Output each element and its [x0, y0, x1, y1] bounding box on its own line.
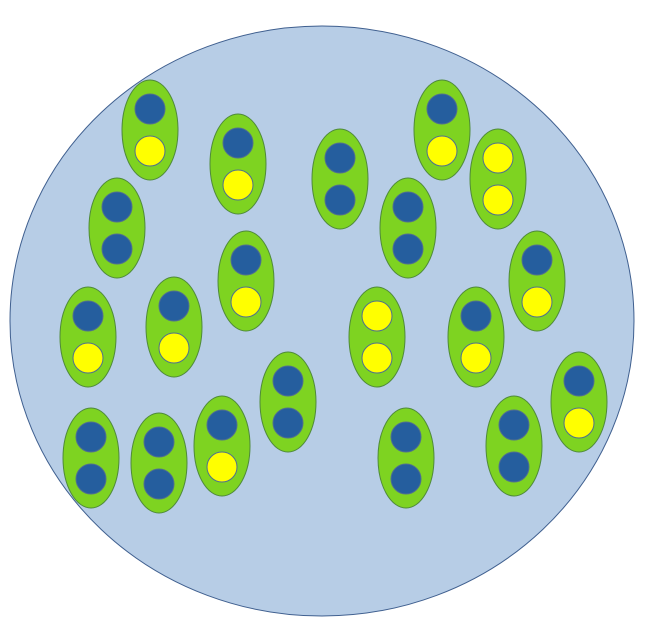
blue-dot: [158, 290, 190, 322]
blue-dot: [390, 463, 422, 495]
pair-16: [130, 412, 188, 514]
yellow-dot: [460, 342, 492, 374]
blue-dot: [324, 142, 356, 174]
blue-dot: [75, 463, 107, 495]
blue-dot: [134, 93, 166, 125]
yellow-dot: [230, 286, 262, 318]
yellow-dot: [563, 407, 595, 439]
pair-20: [550, 351, 608, 453]
yellow-dot: [206, 451, 238, 483]
blue-dot: [206, 409, 238, 441]
pair-2: [209, 113, 267, 215]
yellow-dot: [134, 135, 166, 167]
pair-8: [217, 230, 275, 332]
blue-dot: [460, 300, 492, 332]
yellow-dot: [482, 184, 514, 216]
pair-3: [311, 128, 369, 230]
pair-17: [193, 395, 251, 497]
blue-dot: [392, 191, 424, 223]
blue-dot: [101, 191, 133, 223]
blue-dot: [272, 365, 304, 397]
blue-dot: [101, 233, 133, 265]
blue-dot: [72, 300, 104, 332]
blue-dot: [498, 451, 530, 483]
blue-dot: [324, 184, 356, 216]
blue-dot: [390, 421, 422, 453]
yellow-dot: [72, 342, 104, 374]
blue-dot: [222, 127, 254, 159]
blue-dot: [426, 93, 458, 125]
blue-dot: [75, 421, 107, 453]
pair-11: [145, 276, 203, 378]
pair-9: [508, 230, 566, 332]
pair-18: [377, 407, 435, 509]
pair-6: [88, 177, 146, 279]
pair-1: [121, 79, 179, 181]
pair-15: [62, 407, 120, 509]
pair-13: [447, 286, 505, 388]
yellow-dot: [482, 142, 514, 174]
blue-dot: [392, 233, 424, 265]
yellow-dot: [361, 300, 393, 332]
yellow-dot: [361, 342, 393, 374]
blue-dot: [272, 407, 304, 439]
blue-dot: [230, 244, 262, 276]
pair-4: [413, 79, 471, 181]
yellow-dot: [158, 332, 190, 364]
pairs-group: [59, 79, 608, 514]
pair-12: [348, 286, 406, 388]
yellow-dot: [521, 286, 553, 318]
pair-7: [379, 177, 437, 279]
blue-dot: [143, 426, 175, 458]
yellow-dot: [222, 169, 254, 201]
pair-10: [59, 286, 117, 388]
pair-5: [469, 128, 527, 230]
blue-dot: [563, 365, 595, 397]
pair-19: [485, 395, 543, 497]
blue-dot: [498, 409, 530, 441]
blue-dot: [143, 468, 175, 500]
blue-dot: [521, 244, 553, 276]
pair-14: [259, 351, 317, 453]
yellow-dot: [426, 135, 458, 167]
